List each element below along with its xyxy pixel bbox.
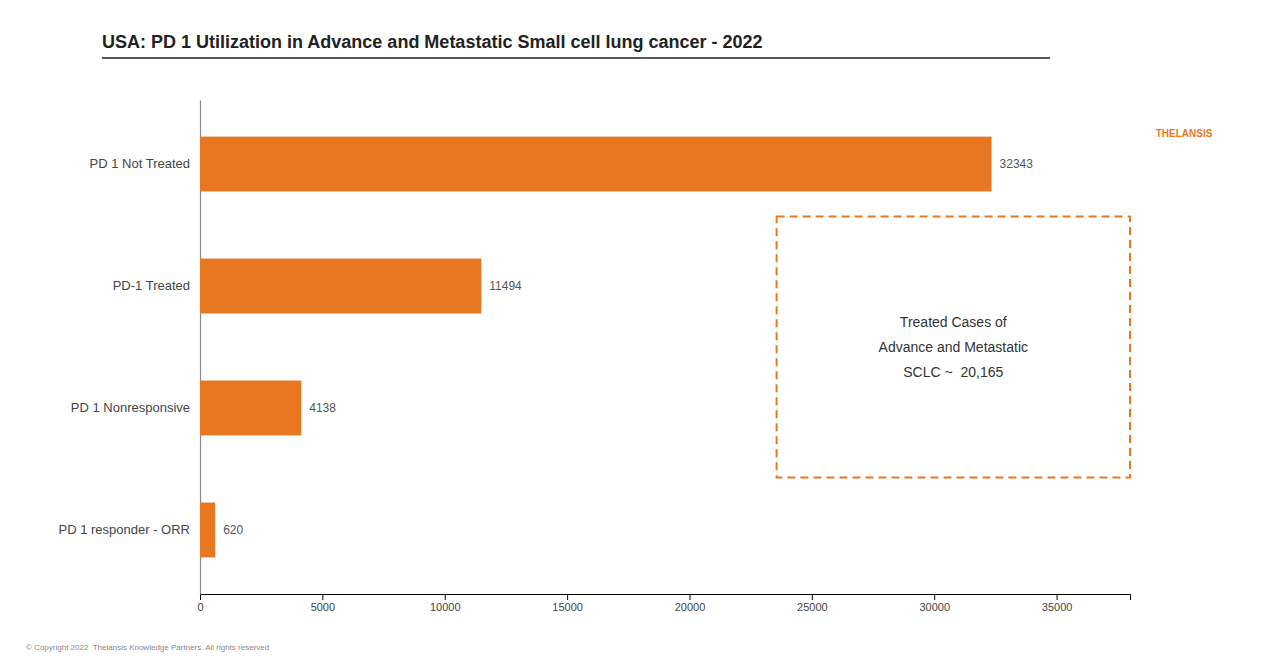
x-tick-mark bbox=[567, 594, 568, 600]
x-tick-mark bbox=[812, 594, 813, 600]
y-tick: PD 1 responder - ORR bbox=[59, 522, 201, 537]
y-tick-label: PD 1 Not Treated bbox=[90, 156, 190, 171]
y-tick-label: PD-1 Treated bbox=[113, 278, 190, 293]
y-tick-label: PD 1 Nonresponsive bbox=[71, 400, 190, 415]
x-tick: 0 bbox=[197, 594, 203, 613]
x-tick-label: 15000 bbox=[552, 601, 583, 613]
x-tick-label: 0 bbox=[197, 601, 203, 613]
plot: 0 5000 10000 15000 20000 25000 30000 35000 PD 1 … bbox=[59, 101, 1131, 613]
x-tick: 15000 bbox=[552, 594, 583, 613]
x-tick: 30000 bbox=[919, 594, 950, 613]
annotation-box bbox=[777, 216, 1130, 477]
data-label: 4138 bbox=[309, 401, 336, 415]
x-tick-label: 30000 bbox=[919, 601, 950, 613]
y-tick-label: PD 1 responder - ORR bbox=[59, 522, 191, 537]
y-axis: PD 1 Not Treated PD-1 Treated PD 1 Nonresp… bbox=[59, 101, 201, 595]
y-tick: PD-1 Treated bbox=[113, 278, 200, 293]
x-tick-label: 5000 bbox=[311, 601, 335, 613]
y-tick: PD 1 Nonresponsive bbox=[71, 400, 200, 415]
x-axis-line bbox=[201, 595, 1131, 601]
bar bbox=[200, 259, 481, 314]
x-tick: 35000 bbox=[1042, 594, 1073, 613]
annotation-text: Treated Cases of Advance and Metastatic SC… bbox=[879, 314, 1028, 380]
annotation-line: Treated Cases of bbox=[900, 314, 1007, 330]
title-underline bbox=[102, 57, 1050, 59]
x-tick-mark bbox=[689, 594, 690, 600]
x-tick-mark bbox=[934, 594, 935, 600]
data-label: 620 bbox=[223, 523, 243, 537]
x-tick-label: 10000 bbox=[430, 601, 461, 613]
x-tick: 25000 bbox=[797, 594, 828, 613]
x-tick-label: 35000 bbox=[1042, 601, 1073, 613]
chart-svg: USA: PD 1 Utilization in Advance and Met… bbox=[0, 0, 1280, 664]
y-tick: PD 1 Not Treated bbox=[90, 156, 200, 171]
x-tick-mark bbox=[200, 594, 201, 600]
x-tick-mark bbox=[322, 594, 323, 600]
x-tick-mark bbox=[445, 594, 446, 600]
x-tick-label: 25000 bbox=[797, 601, 828, 613]
bar bbox=[200, 137, 992, 192]
bar bbox=[200, 381, 301, 436]
x-tick: 20000 bbox=[675, 594, 706, 613]
data-labels: 620 4138 11494 32343 bbox=[223, 157, 1033, 537]
bar bbox=[200, 503, 215, 558]
x-tick-label: 20000 bbox=[675, 601, 706, 613]
data-label: 32343 bbox=[1000, 157, 1034, 171]
logo-text: THELANSIS bbox=[1156, 128, 1213, 139]
copyright: © Copyright 2022 Thelansis Knowledge Par… bbox=[26, 643, 269, 652]
x-tick-mark bbox=[1057, 594, 1058, 600]
x-tick: 10000 bbox=[430, 594, 461, 613]
data-label: 11494 bbox=[489, 279, 522, 293]
annotation-line: Advance and Metastatic bbox=[879, 339, 1028, 355]
x-axis: 0 5000 10000 15000 20000 25000 30000 35000 bbox=[197, 594, 1130, 613]
title: USA: PD 1 Utilization in Advance and Met… bbox=[102, 32, 763, 52]
x-tick: 5000 bbox=[311, 594, 335, 613]
annotation-line: SCLC ~ 20,165 bbox=[903, 364, 1003, 380]
